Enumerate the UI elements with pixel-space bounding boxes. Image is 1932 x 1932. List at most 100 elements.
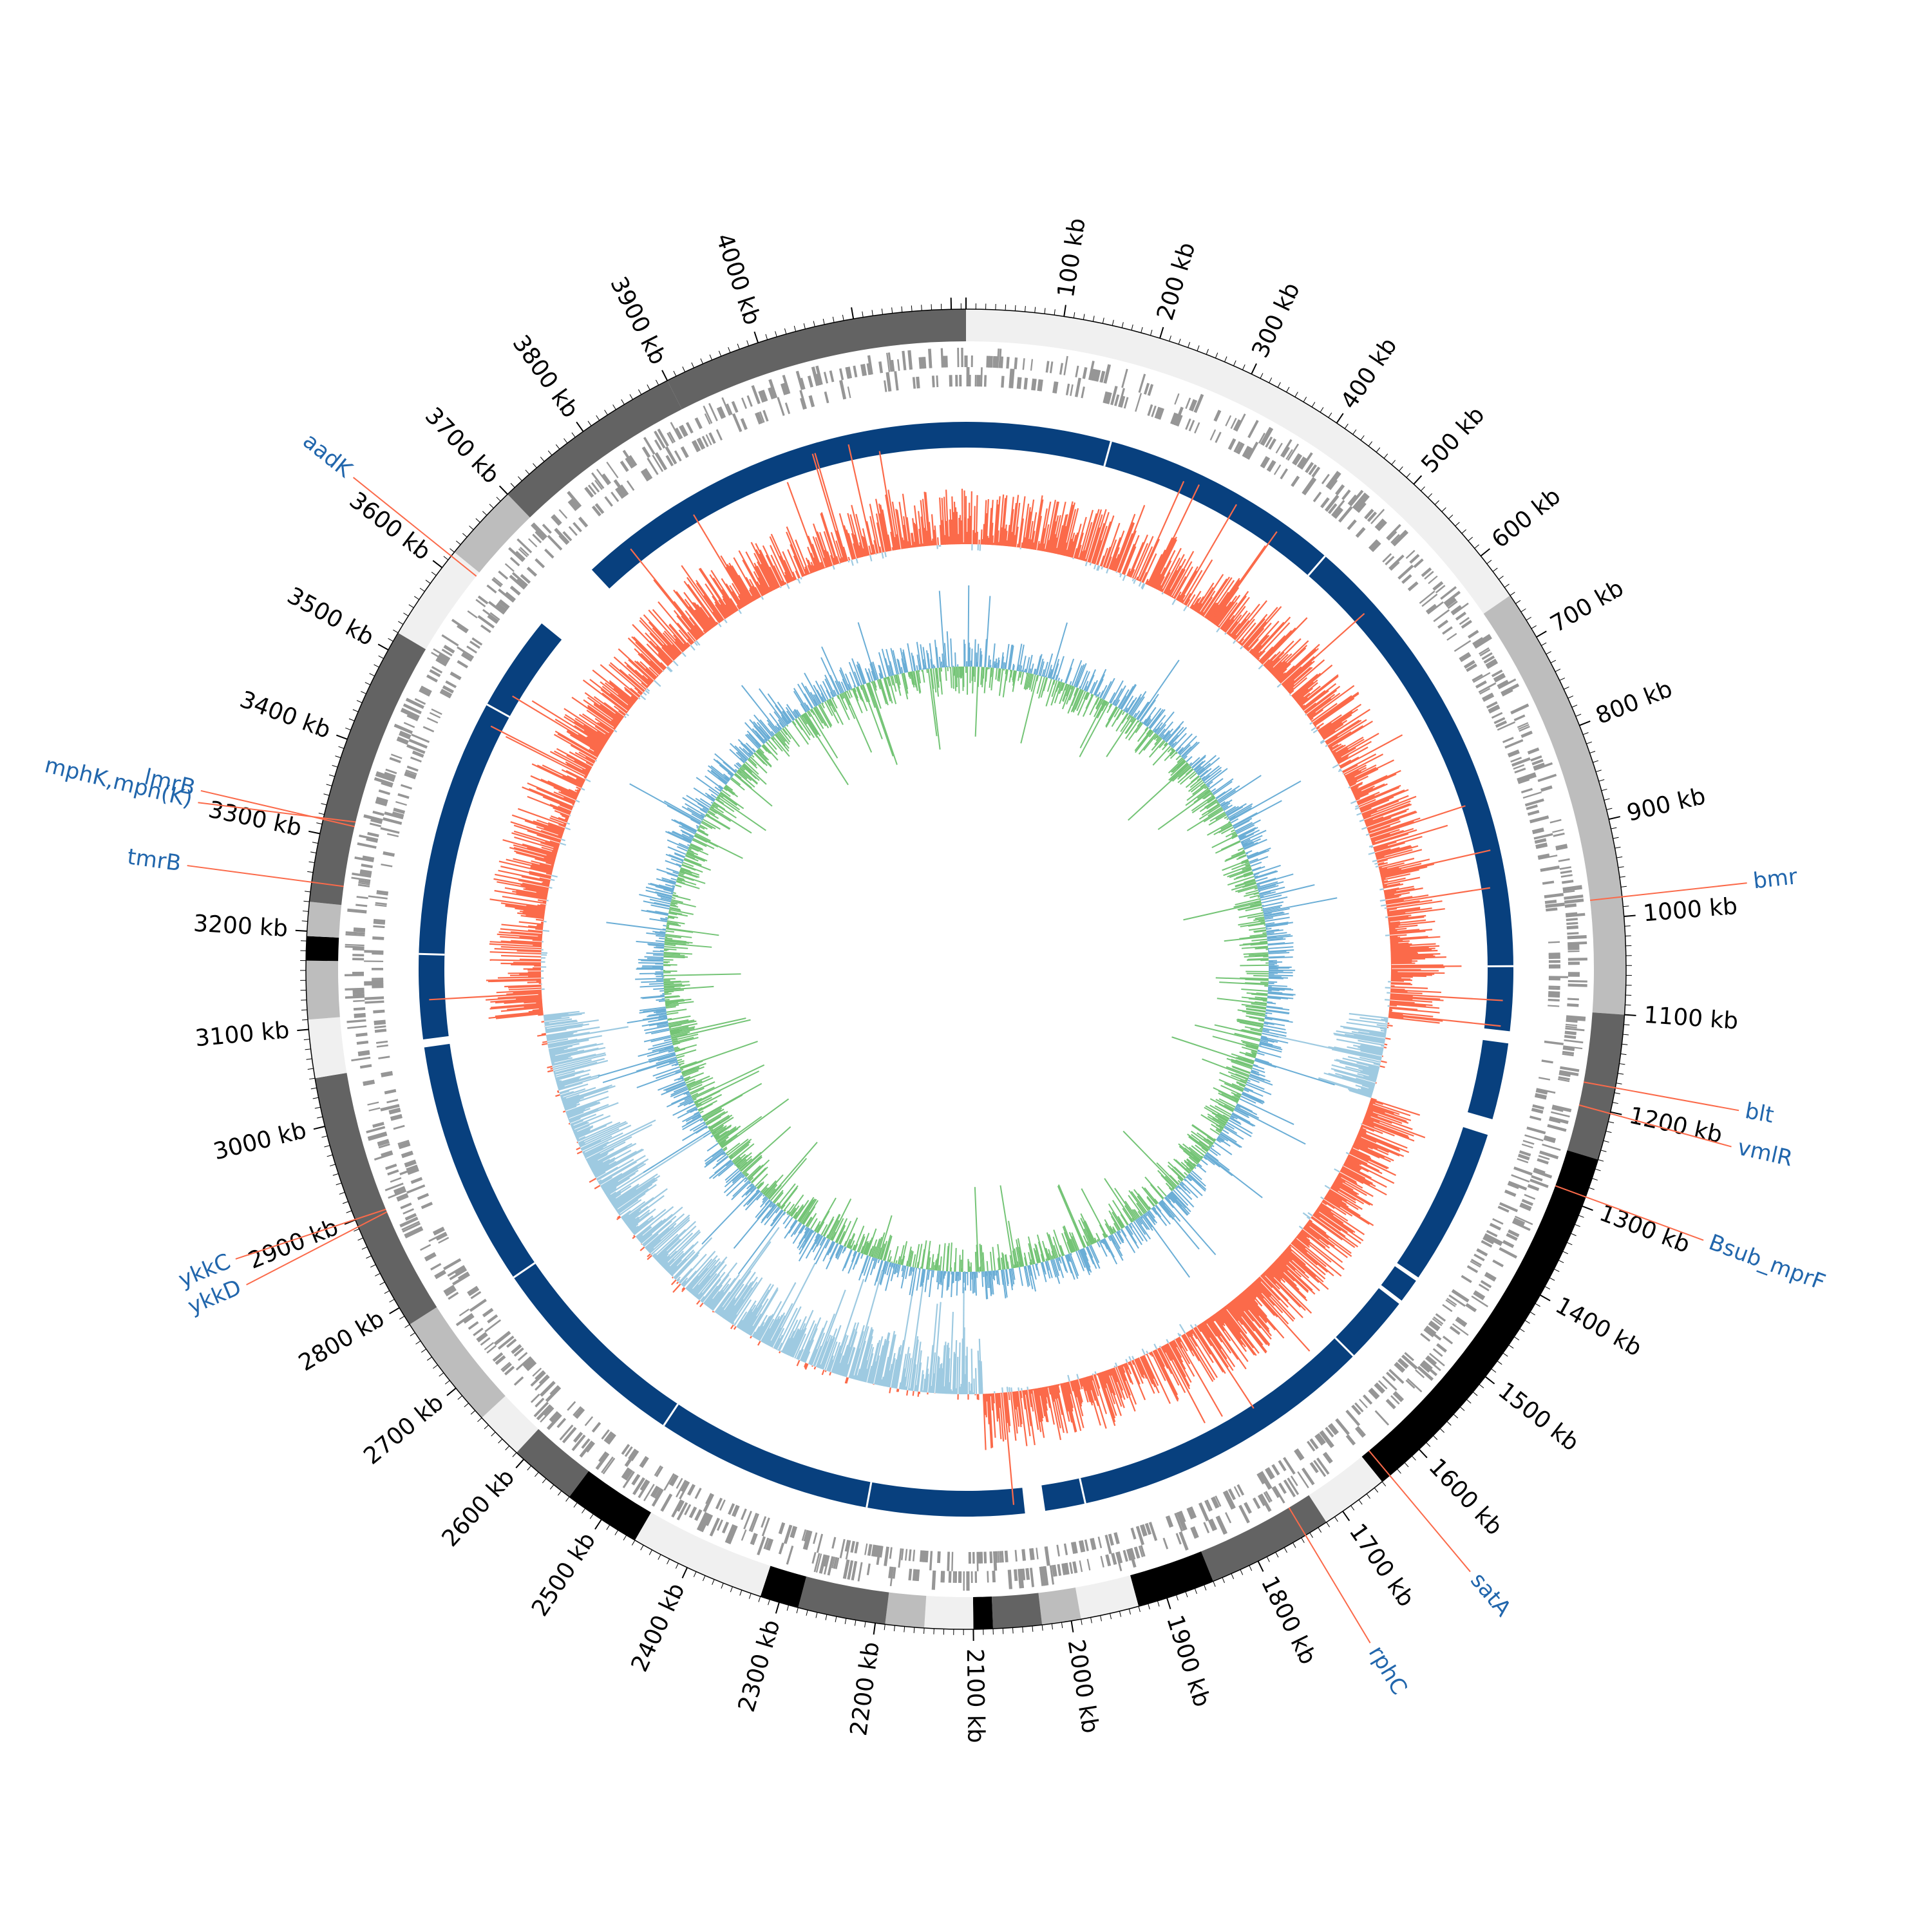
gc-content-bar bbox=[1012, 1391, 1018, 1434]
gc-skew-bar bbox=[1168, 726, 1184, 745]
gc-content-bar bbox=[1390, 962, 1416, 965]
gc-content-bar bbox=[1276, 683, 1282, 688]
gene-mark bbox=[1556, 846, 1568, 851]
gene-mark bbox=[516, 538, 533, 554]
gc-content-bar bbox=[508, 987, 542, 990]
gc-content-bar bbox=[938, 1364, 942, 1394]
gc-content-bar bbox=[1367, 1109, 1374, 1113]
gc-content-bar bbox=[903, 540, 906, 549]
gc-content-bar bbox=[871, 552, 873, 555]
gene-mark bbox=[1103, 391, 1109, 404]
gc-content-bar bbox=[1275, 1260, 1309, 1292]
gene-mark bbox=[694, 417, 703, 430]
gc-content-bar bbox=[766, 1314, 783, 1345]
gene-mark bbox=[1283, 1457, 1296, 1475]
gc-content-bar bbox=[599, 722, 614, 733]
gc-content-bar bbox=[1390, 996, 1444, 1001]
tick-mark bbox=[557, 1490, 562, 1496]
gc-skew-bar bbox=[1245, 850, 1253, 855]
gc-content-bar bbox=[1302, 1227, 1331, 1249]
gene-mark bbox=[886, 352, 891, 372]
gc-content-bar bbox=[1145, 578, 1149, 585]
gc-skew-bar bbox=[1060, 679, 1063, 683]
gc-content-bar bbox=[1387, 1024, 1393, 1027]
gc-content-bar bbox=[1282, 1252, 1306, 1274]
gene-mark bbox=[688, 1506, 697, 1519]
gc-skew-bar bbox=[1135, 730, 1153, 753]
gene-mark bbox=[1385, 556, 1395, 565]
gene-mark bbox=[1004, 1550, 1009, 1562]
gc-content-bar bbox=[1057, 1384, 1061, 1393]
gene-mark bbox=[1175, 1533, 1182, 1545]
gc-content-bar bbox=[1125, 1362, 1132, 1375]
gc-skew-bar bbox=[1228, 805, 1253, 820]
gc-content-bar bbox=[1331, 1048, 1381, 1061]
gc-content-bar bbox=[648, 1214, 690, 1253]
gene-mark bbox=[406, 765, 419, 772]
gc-content-bar bbox=[1238, 638, 1245, 645]
tick-mark bbox=[1283, 1547, 1287, 1553]
gc-content-bar bbox=[1363, 1119, 1410, 1139]
gene-mark bbox=[487, 1314, 498, 1323]
gc-content-bar bbox=[1390, 940, 1410, 943]
gc-content-bar bbox=[854, 1340, 866, 1380]
gene-mark bbox=[482, 609, 499, 622]
gc-content-bar bbox=[572, 804, 574, 806]
gc-content-bar bbox=[940, 1368, 943, 1394]
gc-content-bar bbox=[739, 599, 745, 607]
gene-mark bbox=[1144, 1522, 1152, 1535]
gene-mark bbox=[1070, 384, 1074, 396]
gc-content-bar bbox=[1367, 811, 1417, 830]
gc-content-bar bbox=[724, 1305, 735, 1320]
gc-content-bar bbox=[1390, 953, 1441, 956]
gc-content-bar bbox=[726, 1281, 754, 1321]
gc-content-bar bbox=[878, 1340, 890, 1386]
gc-content-bar bbox=[513, 858, 554, 869]
gc-content-bar bbox=[1141, 1348, 1146, 1356]
gc-content-bar bbox=[544, 1020, 578, 1027]
gc-content-bar bbox=[681, 1287, 685, 1291]
tick-mark bbox=[1277, 382, 1281, 388]
gc-content-bar bbox=[1320, 708, 1359, 735]
tick-mark bbox=[456, 540, 461, 545]
gc-content-bar bbox=[1292, 672, 1321, 697]
gc-content-bar bbox=[1193, 596, 1204, 612]
gc-content-bar bbox=[498, 931, 543, 936]
gc-content-bar bbox=[513, 847, 556, 860]
gene-mark bbox=[1329, 480, 1338, 490]
gc-content-bar bbox=[1179, 1333, 1182, 1337]
gc-content-bar bbox=[1059, 526, 1067, 555]
tick-mark bbox=[1497, 1360, 1502, 1365]
gc-content-bar bbox=[1139, 1356, 1153, 1385]
gc-content-bar bbox=[944, 1345, 949, 1394]
gc-content-bar bbox=[780, 1350, 782, 1352]
gene-mark bbox=[443, 1258, 462, 1271]
tick-mark bbox=[1582, 1205, 1593, 1211]
gc-content-bar bbox=[1226, 614, 1242, 634]
gc-content-bar bbox=[1341, 753, 1377, 773]
gc-skew-bar bbox=[1215, 813, 1226, 820]
gc-skew-track bbox=[598, 585, 1338, 1300]
tick-mark bbox=[314, 1106, 321, 1109]
gene-mark bbox=[1517, 772, 1536, 781]
tick-mark bbox=[491, 1432, 496, 1437]
gc-content-bar bbox=[1358, 1131, 1410, 1153]
gc-content-bar bbox=[1206, 580, 1235, 620]
gc-content-bar bbox=[1321, 1200, 1327, 1206]
gc-skew-bar bbox=[1074, 664, 1085, 688]
gc-content-bar bbox=[1182, 570, 1203, 604]
gc-content-bar bbox=[1143, 1354, 1159, 1387]
gene-mark bbox=[1520, 730, 1533, 738]
gc-skew-bar bbox=[1143, 706, 1157, 725]
gc-content-bar bbox=[841, 557, 845, 563]
gc-content-bar bbox=[584, 692, 623, 721]
gene-mark bbox=[1039, 1566, 1045, 1586]
gc-content-bar bbox=[1040, 1387, 1048, 1423]
gc-content-bar bbox=[1354, 1141, 1368, 1149]
gc-content-bar bbox=[1387, 900, 1443, 910]
gene-mark bbox=[1325, 471, 1340, 489]
gc-content-bar bbox=[1235, 1297, 1262, 1329]
gene-mark bbox=[575, 1408, 585, 1419]
gc-skew-bar bbox=[1047, 665, 1052, 678]
gene-mark bbox=[1065, 1562, 1070, 1575]
